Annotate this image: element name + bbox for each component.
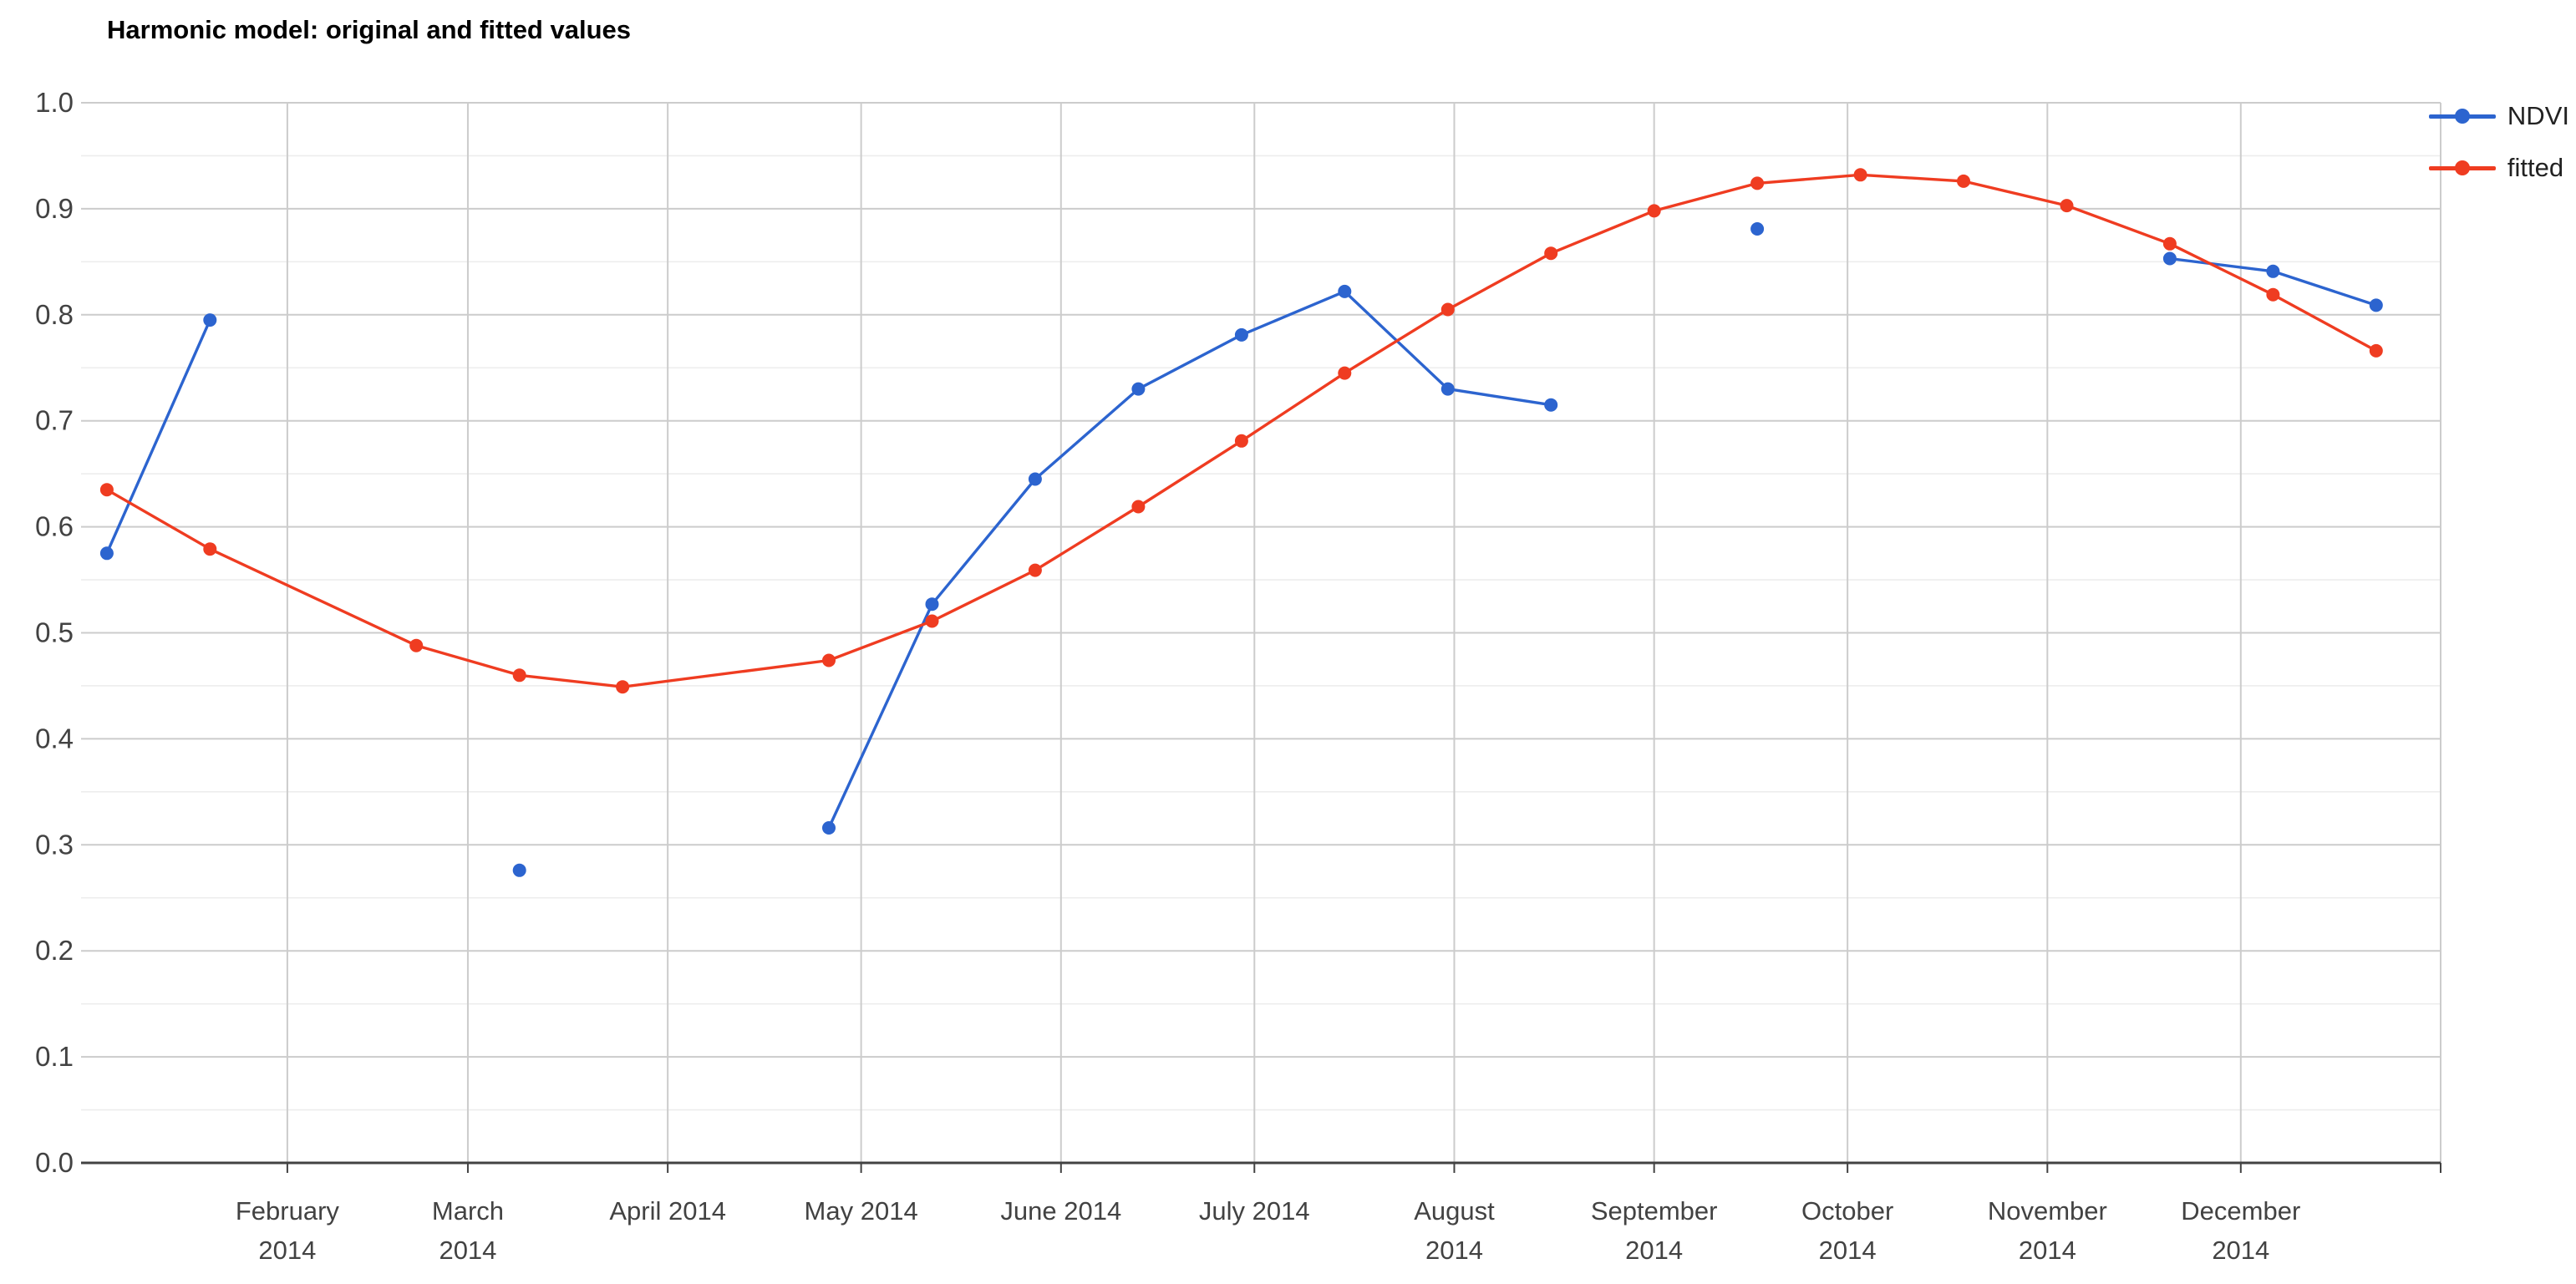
- data-point-ndvi[interactable]: [1440, 382, 1455, 396]
- x-axis-label: March: [432, 1196, 504, 1226]
- x-axis-label-year: 2014: [2019, 1236, 2076, 1265]
- chart-legend: NDVI fitted: [2428, 99, 2569, 185]
- data-point-fitted[interactable]: [1957, 174, 1970, 188]
- x-axis-label-year: 2014: [1425, 1236, 1483, 1265]
- x-axis-label: July 2014: [1199, 1196, 1310, 1226]
- x-axis-label: September: [1591, 1196, 1718, 1226]
- data-point-ndvi[interactable]: [512, 863, 526, 877]
- legend-item-fitted[interactable]: fitted: [2428, 150, 2569, 185]
- data-point-fitted[interactable]: [925, 614, 939, 628]
- data-point-ndvi[interactable]: [2266, 264, 2280, 278]
- data-point-fitted[interactable]: [1131, 500, 1146, 514]
- x-axis-label: June 2014: [1000, 1196, 1121, 1226]
- data-point-fitted[interactable]: [822, 653, 836, 667]
- x-axis-label-year: 2014: [1625, 1236, 1683, 1265]
- y-axis-label: 0.5: [35, 617, 74, 648]
- y-axis-label: 0.3: [35, 829, 74, 860]
- data-point-ndvi[interactable]: [1338, 284, 1352, 298]
- y-axis-label: 0.2: [35, 935, 74, 966]
- data-point-fitted[interactable]: [1647, 204, 1661, 218]
- chart-title: Harmonic model: original and fitted valu…: [107, 15, 631, 44]
- data-point-fitted[interactable]: [1338, 366, 1352, 380]
- series-line-fitted: [105, 173, 2378, 688]
- data-point-ndvi[interactable]: [1234, 327, 1248, 342]
- x-axis-label-year: 2014: [439, 1236, 496, 1265]
- data-point-fitted[interactable]: [99, 483, 114, 497]
- x-axis-label: December: [2181, 1196, 2300, 1226]
- data-point-ndvi[interactable]: [203, 313, 217, 327]
- data-point-ndvi[interactable]: [2162, 251, 2177, 266]
- x-axis-label-year: 2014: [2212, 1236, 2269, 1265]
- data-point-ndvi[interactable]: [1131, 382, 1146, 396]
- x-axis-label: May 2014: [805, 1196, 918, 1226]
- x-axis-label: November: [1988, 1196, 2107, 1226]
- y-axis-label: 0.6: [35, 511, 74, 542]
- ndvi-line-swatch-icon: [2428, 99, 2496, 134]
- y-axis-label: 0.0: [35, 1147, 74, 1178]
- x-axis-label: August: [1414, 1196, 1495, 1226]
- data-point-ndvi[interactable]: [1028, 472, 1042, 486]
- legend-item-ndvi[interactable]: NDVI: [2428, 99, 2569, 134]
- legend-label-ndvi: NDVI: [2507, 101, 2569, 130]
- x-axis-label-year: 2014: [1819, 1236, 1877, 1265]
- y-axis-label: 1.0: [35, 87, 74, 118]
- data-point-fitted[interactable]: [2060, 199, 2074, 213]
- x-axis-label: October: [1801, 1196, 1893, 1226]
- y-axis-label: 0.8: [35, 299, 74, 330]
- x-axis-label-year: 2014: [258, 1236, 316, 1265]
- legend-label-fitted: fitted: [2507, 153, 2564, 182]
- data-point-ndvi[interactable]: [925, 597, 939, 612]
- data-point-fitted[interactable]: [2266, 287, 2280, 302]
- data-point-ndvi[interactable]: [1544, 398, 1558, 412]
- y-axis-label: 0.7: [35, 405, 74, 436]
- data-point-fitted[interactable]: [512, 668, 526, 683]
- x-axis-label: April 2014: [609, 1196, 726, 1226]
- data-point-ndvi[interactable]: [99, 546, 114, 561]
- y-axis-label: 0.9: [35, 193, 74, 224]
- fitted-line-swatch-icon: [2428, 150, 2496, 185]
- data-point-ndvi[interactable]: [822, 821, 836, 835]
- series-line-ndvi: [105, 256, 2378, 830]
- data-point-fitted[interactable]: [1234, 434, 1248, 448]
- data-point-fitted[interactable]: [2369, 343, 2383, 358]
- data-point-fitted[interactable]: [409, 638, 424, 652]
- data-point-fitted[interactable]: [1440, 302, 1455, 317]
- data-point-fitted[interactable]: [203, 542, 217, 556]
- data-point-fitted[interactable]: [2162, 236, 2177, 251]
- data-point-ndvi[interactable]: [1750, 222, 1765, 236]
- data-point-fitted[interactable]: [1028, 563, 1042, 577]
- data-point-fitted[interactable]: [1544, 246, 1558, 261]
- x-axis-label: February: [236, 1196, 340, 1226]
- data-point-ndvi[interactable]: [2369, 298, 2383, 312]
- data-point-fitted[interactable]: [1750, 176, 1765, 190]
- y-axis-label: 0.4: [35, 723, 74, 754]
- data-point-fitted[interactable]: [616, 680, 630, 694]
- y-axis-label: 0.1: [35, 1041, 74, 1072]
- data-point-fitted[interactable]: [1853, 168, 1867, 182]
